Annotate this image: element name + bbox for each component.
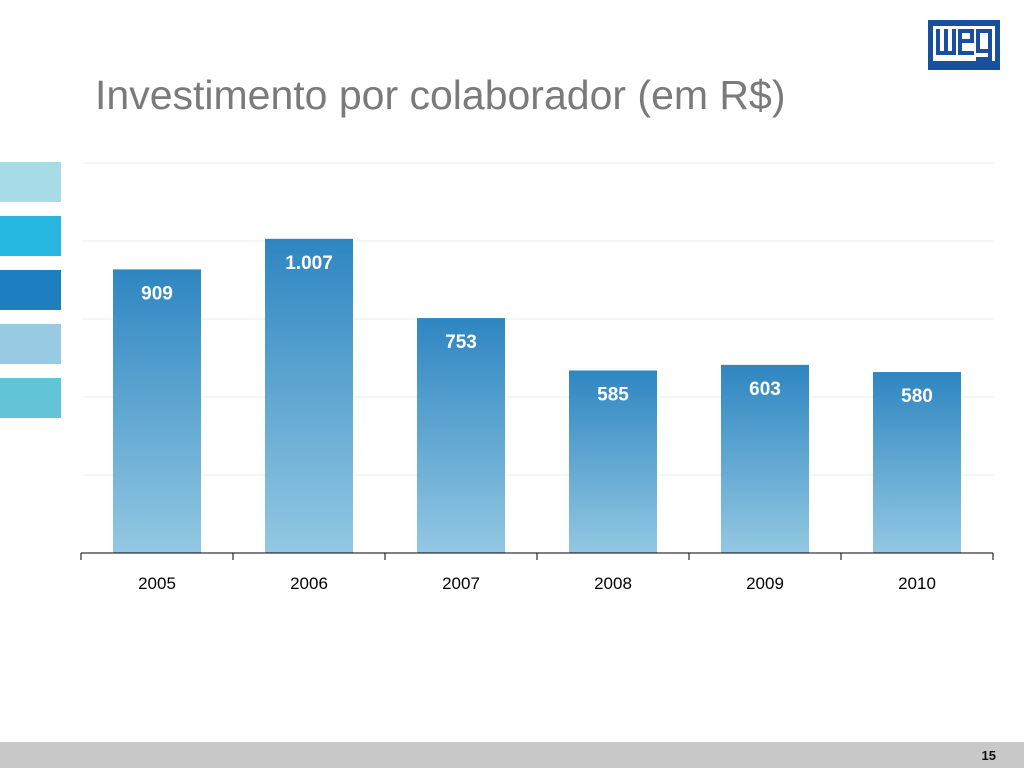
x-tick-label-2006: 2006: [290, 574, 328, 593]
accent-square-1: [0, 162, 61, 202]
value-label-2007: 753: [445, 332, 477, 353]
bar-2005: [113, 269, 201, 553]
bar-2009: [721, 364, 809, 553]
value-label-2010: 580: [901, 386, 933, 407]
x-tick-label-2008: 2008: [594, 574, 632, 593]
value-labels: 909 1.007 753 585 603 580: [141, 253, 933, 407]
page-number: 15: [981, 748, 996, 763]
x-axis: 2005 2006 2007 2008 2009 2010: [80, 552, 994, 593]
accent-squares: [0, 162, 61, 432]
value-label-2009: 603: [749, 379, 781, 400]
gridlines: [81, 162, 993, 476]
slide-title: Investimento por colaborador (em R$): [95, 72, 786, 118]
accent-square-2: [0, 216, 61, 256]
accent-square-5: [0, 378, 61, 418]
bar-chart: 2005 2006 2007 2008 2009 2010 909 1.007 753 585 6…: [80, 162, 994, 593]
accent-square-4: [0, 324, 61, 364]
bar-2007: [417, 318, 505, 553]
x-tick-label-2007: 2007: [442, 574, 480, 593]
footer-bar: 15: [0, 742, 1024, 768]
x-tick-label-2010: 2010: [898, 574, 936, 593]
value-label-2006: 1.007: [285, 253, 333, 274]
weg-logo: [928, 20, 1000, 70]
value-label-2008: 585: [597, 384, 629, 405]
x-tick-label-2009: 2009: [746, 574, 784, 593]
bars: [113, 238, 961, 554]
bar-2010: [873, 372, 961, 553]
value-label-2005: 909: [141, 283, 173, 304]
x-tick-label-2005: 2005: [138, 574, 176, 593]
accent-square-3: [0, 270, 61, 310]
bar-2006: [265, 238, 353, 554]
bar-2008: [569, 370, 657, 553]
